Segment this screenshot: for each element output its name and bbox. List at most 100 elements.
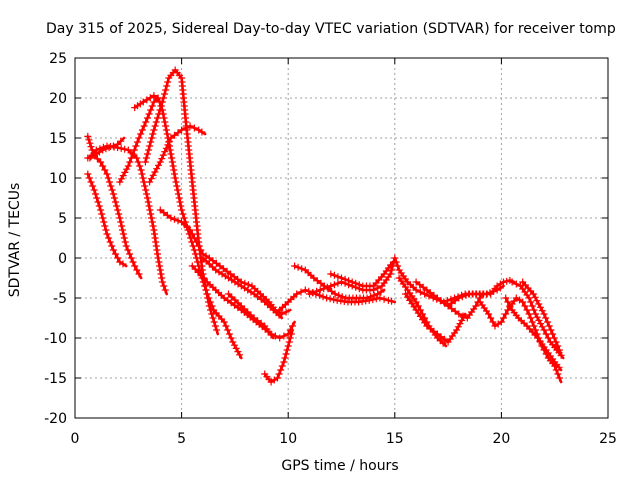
- trace-19-point: [433, 330, 441, 338]
- trace-20-point: [472, 302, 480, 310]
- trace-15-point: [313, 277, 321, 285]
- trace-23-point: [530, 306, 538, 314]
- trace-8-point: [182, 124, 190, 132]
- trace-4-point: [148, 218, 156, 226]
- trace-3-point: [102, 226, 110, 234]
- trace-5-point: [236, 351, 244, 359]
- trace-17-point: [345, 277, 353, 285]
- trace-5-point: [174, 186, 182, 194]
- trace-20-point: [459, 312, 467, 320]
- trace-16-point: [313, 287, 321, 295]
- trace-13-point: [286, 334, 294, 342]
- trace-7-point: [164, 78, 172, 86]
- trace-5-point: [130, 146, 138, 154]
- trace-7-point: [152, 118, 160, 126]
- trace-25-point: [531, 293, 539, 301]
- trace-7-point: [205, 302, 213, 310]
- trace-2-point: [109, 190, 117, 198]
- trace-4-point: [121, 145, 129, 153]
- trace-16-point: [374, 284, 382, 292]
- trace-8-point: [159, 151, 167, 159]
- x-tick-label: 10: [279, 431, 297, 447]
- trace-2-point: [108, 186, 116, 194]
- trace-14-point: [293, 290, 301, 298]
- trace-3-point: [90, 186, 98, 194]
- trace-16-point: [447, 295, 455, 303]
- trace-18-point: [439, 339, 447, 347]
- trace-7-point: [155, 110, 163, 118]
- trace-9-point: [171, 215, 178, 223]
- trace-5-point: [170, 166, 178, 174]
- y-tick-label: -15: [44, 371, 67, 387]
- trace-5-point: [138, 126, 146, 134]
- trace-2-point: [97, 158, 105, 166]
- trace-22-point: [487, 314, 495, 322]
- trace-24-point: [506, 302, 514, 310]
- trace-5-point: [144, 114, 151, 122]
- trace-4-point: [155, 258, 163, 266]
- trace-15-line: [293, 264, 386, 300]
- trace-13-point: [277, 366, 285, 374]
- trace-24-point: [502, 294, 510, 302]
- trace-3-point: [85, 174, 93, 182]
- trace-13-point: [281, 354, 289, 362]
- trace-13-point: [285, 338, 293, 346]
- y-tick-label: 25: [49, 51, 67, 67]
- trace-15-point: [335, 291, 343, 299]
- trace-22-point: [497, 318, 505, 326]
- trace-14-point: [319, 293, 327, 301]
- trace-4-point: [144, 194, 151, 202]
- trace-5-point: [224, 326, 232, 334]
- trace-7-point: [142, 154, 150, 162]
- trace-1-point: [86, 139, 94, 147]
- trace-5-point: [163, 130, 171, 138]
- trace-2-point: [119, 230, 127, 238]
- trace-4-point: [158, 274, 166, 282]
- trace-9-point: [188, 230, 196, 238]
- trace-5-point: [168, 158, 176, 166]
- trace-5-point: [129, 150, 137, 158]
- trace-2-point: [129, 258, 137, 266]
- trace-7-point: [209, 314, 217, 322]
- trace-20-line: [414, 280, 484, 320]
- trace-25-point: [542, 314, 550, 322]
- trace-3-point: [94, 198, 102, 206]
- trace-4-point: [117, 144, 125, 152]
- trace-22-point: [521, 302, 529, 310]
- trace-16-point: [334, 279, 342, 287]
- trace-4-point: [148, 214, 155, 222]
- x-axis-title: GPS time / hours: [281, 458, 398, 474]
- y-tick-label: -20: [44, 411, 67, 427]
- trace-7-point: [154, 114, 161, 122]
- trace-4-point: [158, 278, 166, 286]
- trace-2-point: [113, 202, 121, 210]
- trace-5-point: [118, 175, 125, 183]
- trace-6-point: [150, 92, 158, 100]
- trace-7-point: [158, 98, 166, 106]
- trace-2-point: [122, 242, 130, 250]
- trace-15-point: [298, 265, 306, 273]
- trace-6-point: [139, 98, 147, 106]
- trace-5-point: [171, 174, 179, 182]
- trace-23-point: [544, 334, 552, 342]
- trace-9-point: [195, 242, 203, 250]
- trace-10-point: [205, 260, 213, 268]
- trace-8-point: [164, 141, 172, 149]
- trace-21-point: [444, 302, 452, 310]
- trace-7-point: [141, 158, 149, 166]
- trace-2-point: [115, 210, 123, 218]
- trace-9-point: [174, 217, 182, 225]
- trace-5-point: [121, 168, 129, 176]
- trace-5-point: [145, 110, 153, 118]
- trace-12-point: [237, 302, 245, 310]
- trace-8-point: [149, 171, 157, 179]
- trace-1-point: [85, 136, 93, 144]
- trace-3-point: [114, 254, 122, 262]
- trace-16-point: [327, 282, 335, 290]
- y-tick-label: 0: [58, 251, 67, 267]
- trace-14-point: [323, 294, 331, 302]
- trace-17-point: [387, 261, 394, 269]
- trace-23-point: [512, 280, 520, 288]
- trace-5-point: [135, 134, 143, 142]
